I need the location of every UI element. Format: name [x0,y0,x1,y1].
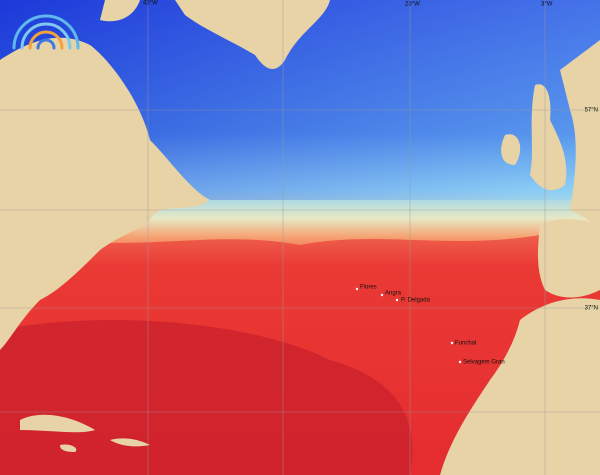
place-label: Flores [360,285,377,291]
place-dot [355,287,359,291]
place-dot [395,298,399,302]
lon-label: 3°W [541,2,553,8]
place-dot [450,341,454,345]
lon-label: 43°W [143,1,158,7]
greenland [175,0,330,70]
gulf-waters [0,320,413,475]
place-label: P. Delgada [401,298,431,304]
baffin [100,0,140,22]
lat-label: 37°N [585,306,598,312]
iberia [537,219,600,298]
place-dot [458,360,462,364]
lat-label: 57°N [585,108,598,114]
europe [560,40,600,230]
lon-label: 23°W [405,2,420,8]
north-america [0,37,210,351]
africa [440,298,600,475]
place-label: Funchal [455,341,476,347]
place-dot [380,293,384,297]
place-label: Selvagem Gran [463,360,505,366]
british-isles [501,84,567,191]
caribbean [20,414,150,452]
place-label: Angra [385,291,402,297]
logo [12,14,80,50]
